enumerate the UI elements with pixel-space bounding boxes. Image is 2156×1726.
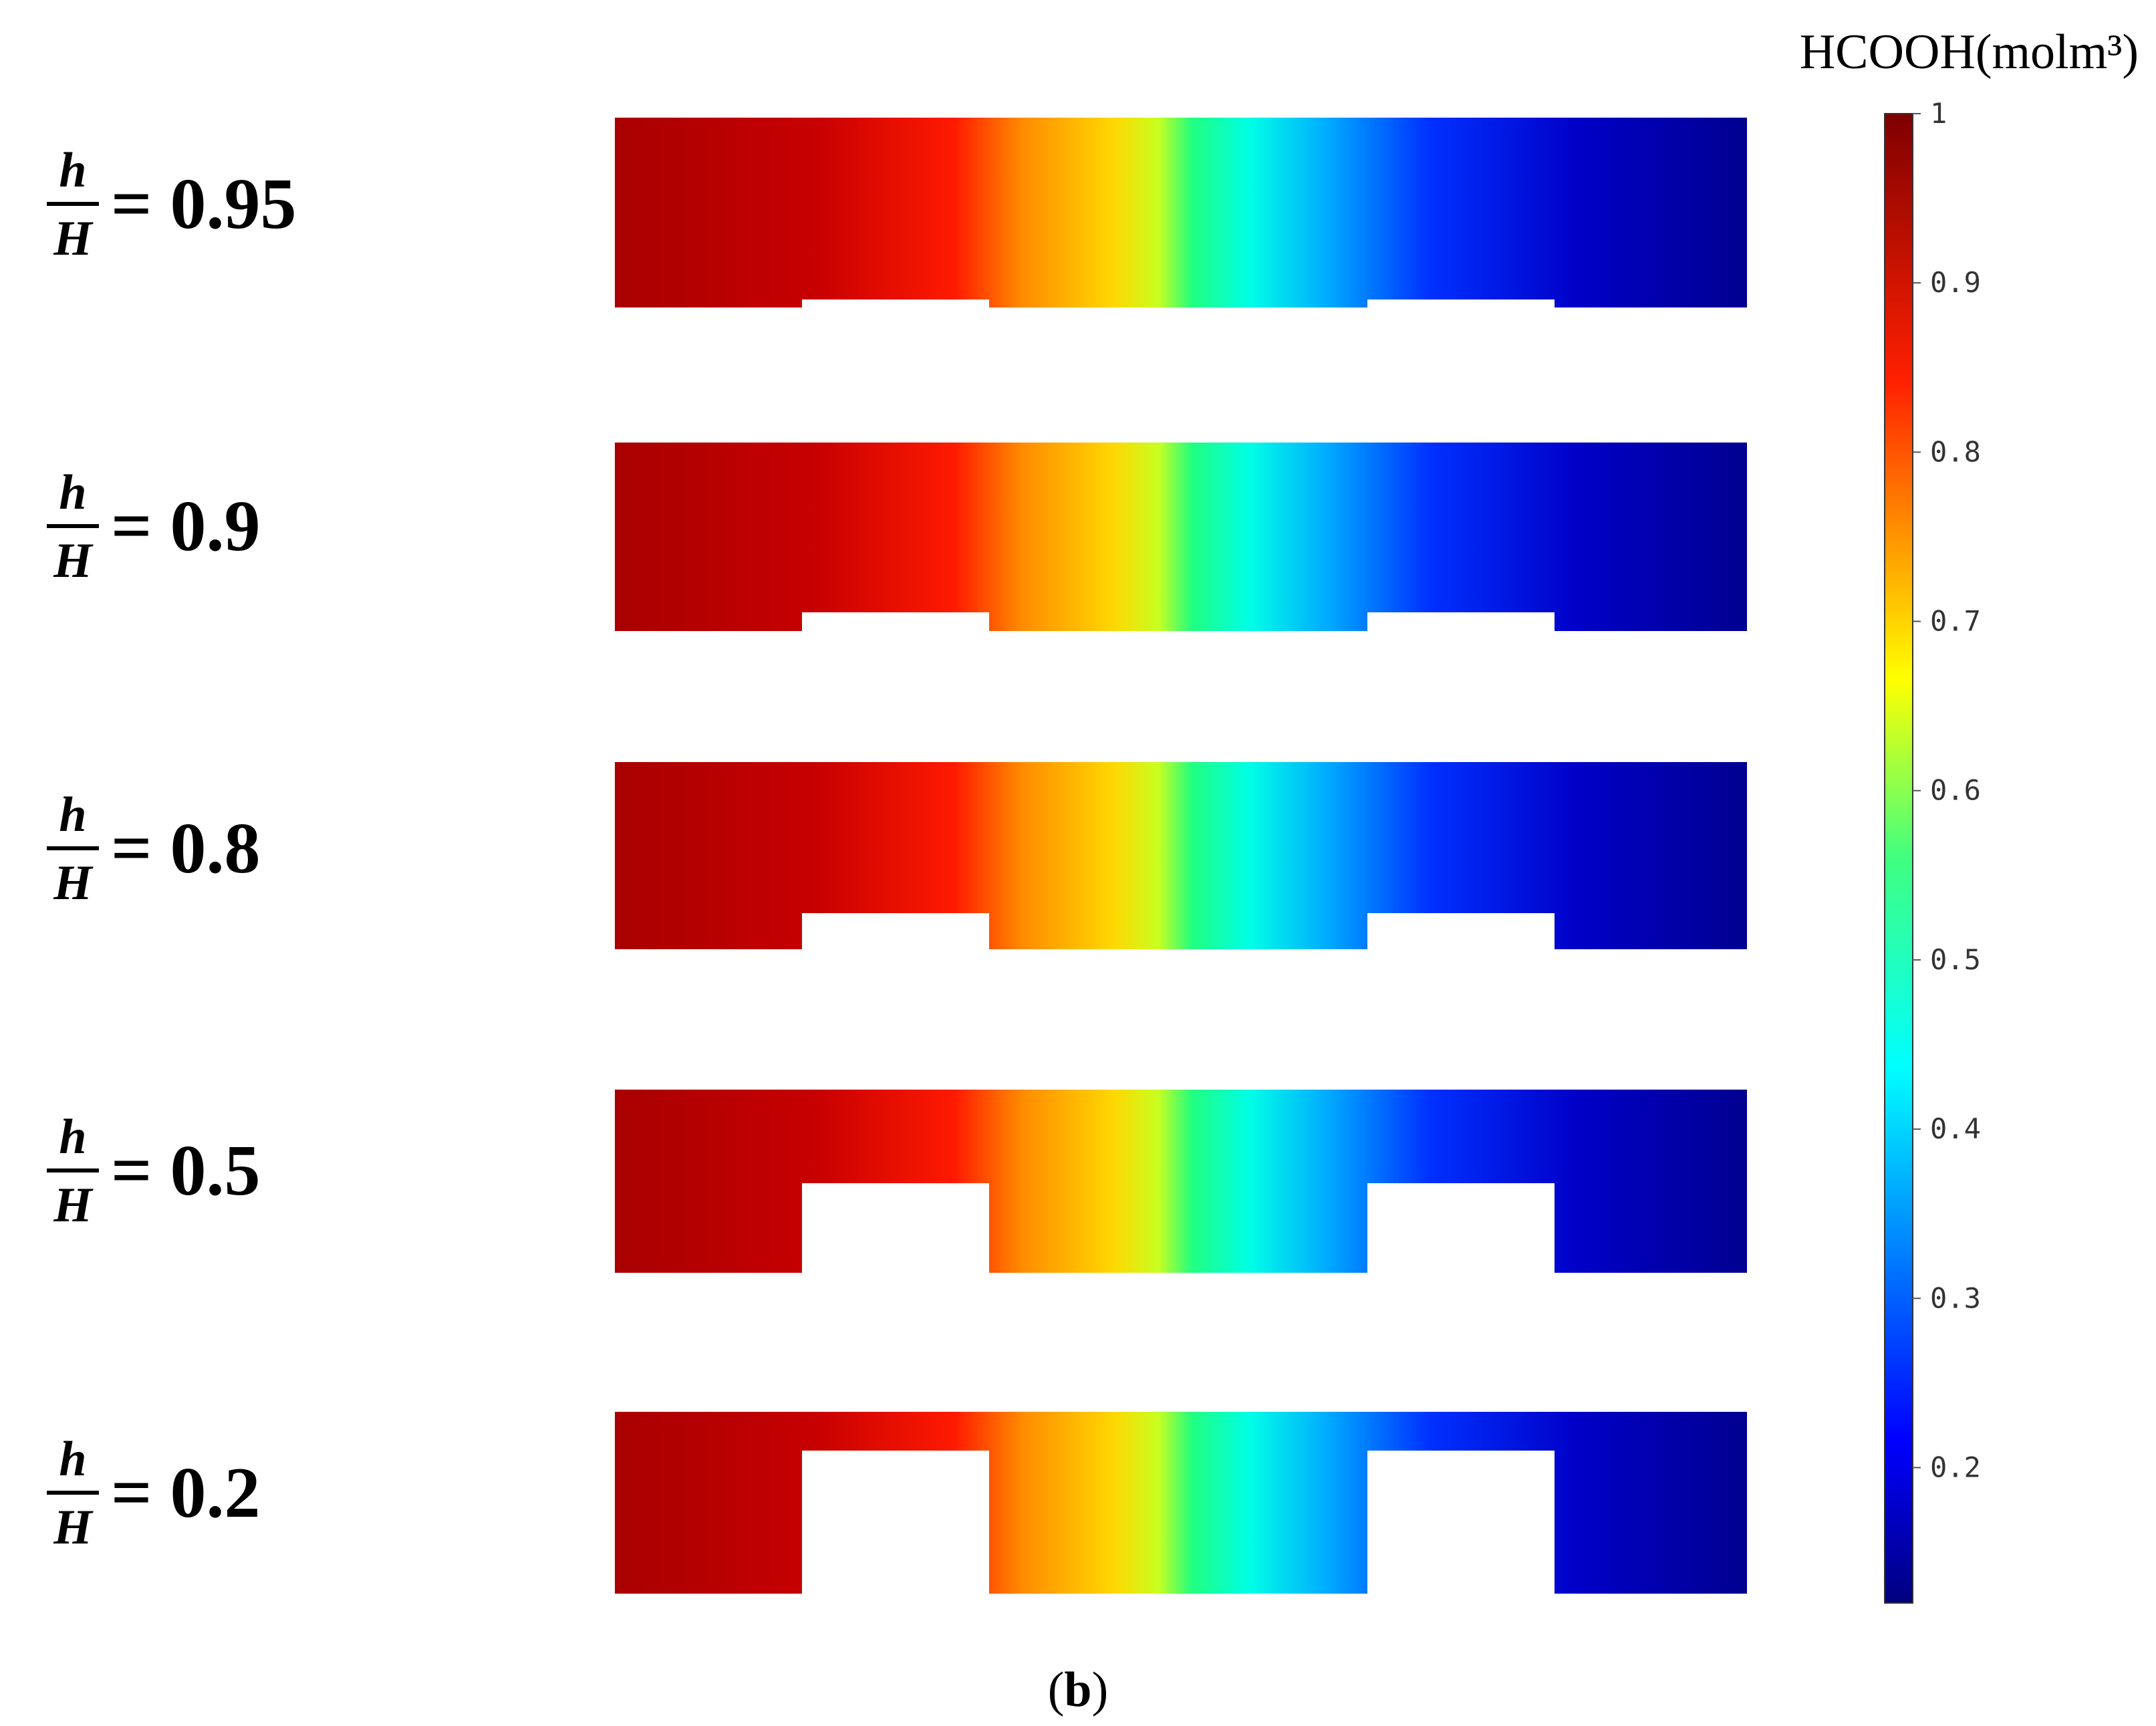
ratio-value: = 0.5: [111, 1131, 261, 1211]
fraction-bar: [47, 202, 99, 206]
ratio-value: = 0.8: [111, 809, 261, 888]
colorbar-tick-label: 0.2: [1930, 1451, 1981, 1483]
fraction-denominator: H: [53, 1500, 92, 1555]
figure-caption: (b): [0, 1662, 2156, 1719]
ratio-value: = 0.9: [111, 487, 261, 566]
colorbar-gradient: [1884, 113, 1913, 1604]
colorbar-tick-label: 0.6: [1930, 774, 1981, 807]
fraction-denominator: H: [53, 856, 92, 910]
ratio-value: = 0.95: [111, 164, 297, 244]
fraction-numerator: h: [59, 1432, 87, 1487]
fraction-numerator: h: [59, 465, 87, 520]
ratio-value: = 0.2: [111, 1453, 261, 1533]
colorbar-ticks: 1 0.9 0.8 0.7 0.6 0.5 0.4 0.3 0.2: [1913, 97, 1981, 1483]
ratio-fraction: h H: [47, 146, 99, 263]
fraction-numerator: h: [59, 143, 87, 198]
colorbar-tick-label: 0.7: [1930, 605, 1981, 638]
caption-open: (: [1047, 1662, 1065, 1717]
fraction-denominator: H: [53, 1178, 92, 1233]
ratio-label-5: h H = 0.2: [47, 1435, 261, 1552]
fraction-bar: [47, 1491, 99, 1495]
ratio-label-4: h H = 0.5: [47, 1112, 261, 1230]
ratio-label-2: h H = 0.9: [47, 468, 261, 586]
fraction-numerator: h: [59, 1110, 87, 1164]
fraction-bar: [47, 846, 99, 850]
channel-panel: [615, 443, 1747, 631]
colorbar-tick-label: 0.3: [1930, 1281, 1981, 1314]
colorbar-tick-label: 0.9: [1930, 266, 1981, 299]
colorbar-tick-label: 0.8: [1930, 435, 1981, 468]
ratio-fraction: h H: [47, 1112, 99, 1230]
ratio-fraction: h H: [47, 468, 99, 586]
colorbar-tick-label: 1: [1930, 97, 1947, 130]
ratio-label-1: h H = 0.95: [47, 146, 297, 263]
fraction-denominator: H: [53, 533, 92, 588]
ratio-label-3: h H = 0.8: [47, 790, 261, 908]
channel-panel: [615, 762, 1747, 949]
channel-panel: [615, 1090, 1747, 1273]
fraction-numerator: h: [59, 787, 87, 842]
colorbar-tick-label: 0.5: [1930, 943, 1981, 976]
ratio-fraction: h H: [47, 790, 99, 908]
caption-letter: b: [1064, 1662, 1092, 1717]
fraction-denominator: H: [53, 211, 92, 266]
fraction-bar: [47, 524, 99, 528]
caption-close: ): [1091, 1662, 1109, 1717]
panels-layer: [615, 118, 1747, 1594]
fraction-bar: [47, 1168, 99, 1173]
channel-panel: [615, 1412, 1747, 1594]
colorbar-tick-label: 0.4: [1930, 1112, 1981, 1145]
colorbar-title: HCOOH(molm³): [1799, 25, 2139, 80]
channel-panel: [615, 118, 1747, 307]
ratio-fraction: h H: [47, 1435, 99, 1552]
